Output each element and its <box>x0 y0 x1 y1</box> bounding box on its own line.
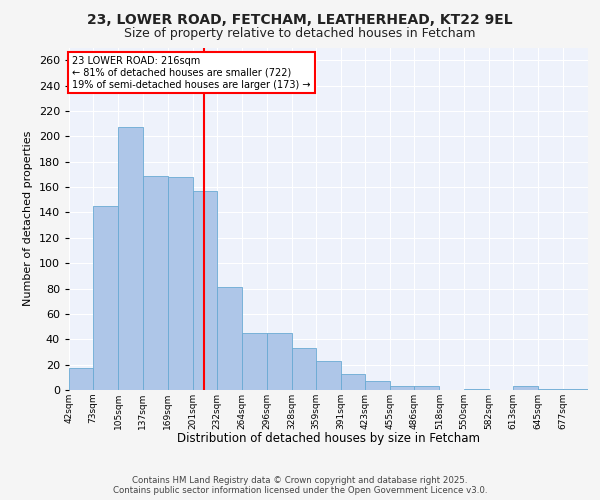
Bar <box>391 386 415 390</box>
Bar <box>168 177 193 390</box>
Bar <box>217 287 242 390</box>
Bar <box>365 381 391 390</box>
Bar <box>242 333 266 390</box>
Bar <box>415 386 439 390</box>
X-axis label: Distribution of detached houses by size in Fetcham: Distribution of detached houses by size … <box>177 432 480 445</box>
Text: Size of property relative to detached houses in Fetcham: Size of property relative to detached ho… <box>124 28 476 40</box>
Bar <box>563 388 588 390</box>
Text: Contains HM Land Registry data © Crown copyright and database right 2025.
Contai: Contains HM Land Registry data © Crown c… <box>113 476 487 495</box>
Text: 23 LOWER ROAD: 216sqm
← 81% of detached houses are smaller (722)
19% of semi-det: 23 LOWER ROAD: 216sqm ← 81% of detached … <box>72 56 311 90</box>
Bar <box>69 368 93 390</box>
Bar <box>341 374 365 390</box>
Bar <box>316 361 341 390</box>
Bar <box>538 388 563 390</box>
Y-axis label: Number of detached properties: Number of detached properties <box>23 131 33 306</box>
Bar <box>266 333 292 390</box>
Bar <box>193 191 217 390</box>
Bar <box>464 388 489 390</box>
Bar <box>292 348 316 390</box>
Bar <box>118 128 143 390</box>
Text: 23, LOWER ROAD, FETCHAM, LEATHERHEAD, KT22 9EL: 23, LOWER ROAD, FETCHAM, LEATHERHEAD, KT… <box>87 12 513 26</box>
Bar <box>143 176 168 390</box>
Bar <box>93 206 118 390</box>
Bar <box>514 386 538 390</box>
